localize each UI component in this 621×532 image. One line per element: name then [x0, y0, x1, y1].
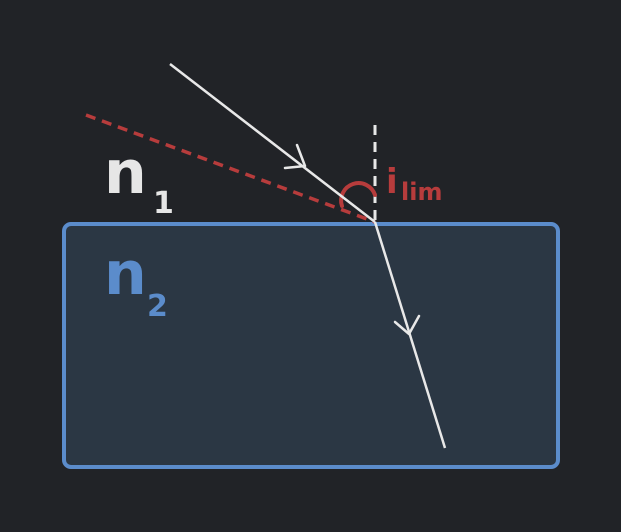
refracted-arrow-icon: [393, 314, 421, 336]
n2-subscript: 2: [147, 289, 168, 324]
angle-label: i: [386, 162, 398, 202]
medium-n2-box: [62, 222, 560, 469]
refracted-ray: [373, 221, 447, 449]
limit-ray: [85, 113, 376, 224]
angle-subscript: lim: [401, 178, 442, 206]
n1-subscript: 1: [153, 186, 174, 221]
n2-label: n: [104, 239, 147, 309]
n1-label: n: [104, 138, 147, 208]
incident-ray: [169, 63, 376, 223]
limit-angle-arc: [339, 181, 377, 208]
incident-arrow-icon: [283, 143, 307, 170]
